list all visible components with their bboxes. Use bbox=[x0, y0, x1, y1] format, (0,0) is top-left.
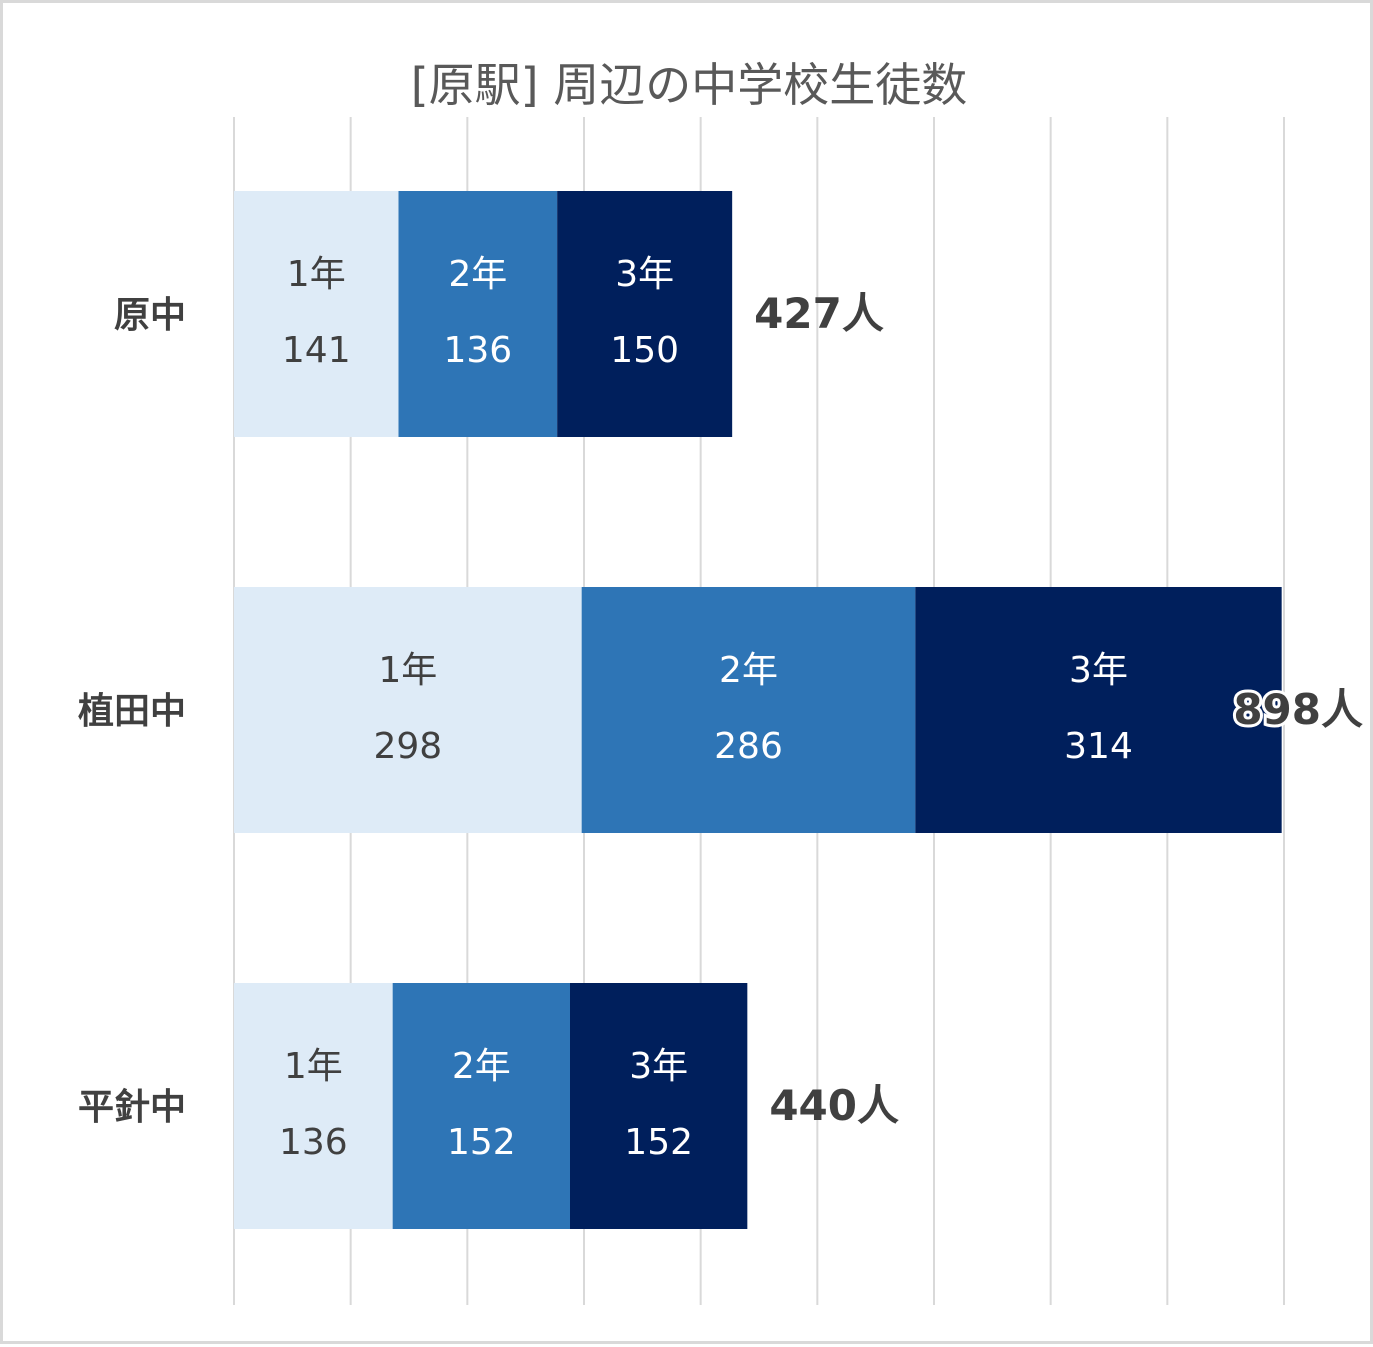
category-label-1: 植田中 bbox=[78, 691, 186, 732]
bar-segment-2-0 bbox=[234, 983, 393, 1229]
total-label-1: 898人 bbox=[1233, 685, 1363, 734]
segment-value-label-2-2: 152 bbox=[624, 1122, 693, 1163]
category-label-2: 平針中 bbox=[78, 1087, 186, 1128]
chart-title: [原駅] 周辺の中学校生徒数 bbox=[411, 58, 968, 112]
segment-series-label-0-0: 1年 bbox=[287, 254, 346, 295]
segment-value-label-1-2: 314 bbox=[1064, 726, 1133, 767]
segment-series-label-2-0: 1年 bbox=[284, 1046, 343, 1087]
segment-value-label-2-1: 152 bbox=[447, 1122, 516, 1163]
segment-series-label-1-1: 2年 bbox=[719, 650, 778, 691]
segment-series-label-1-0: 1年 bbox=[378, 650, 437, 691]
bar-segment-2-2 bbox=[570, 983, 748, 1229]
segment-series-label-0-2: 3年 bbox=[615, 254, 674, 295]
bar-segment-1-2 bbox=[915, 587, 1282, 833]
bars bbox=[234, 191, 1282, 1229]
bar-segment-2-1 bbox=[392, 983, 570, 1229]
bar-segment-0-1 bbox=[398, 191, 558, 437]
segment-value-label-2-0: 136 bbox=[279, 1122, 348, 1163]
segment-value-label-0-1: 136 bbox=[443, 330, 512, 371]
segment-value-label-0-0: 141 bbox=[282, 330, 351, 371]
bar-segment-0-2 bbox=[557, 191, 733, 437]
category-label-0: 原中 bbox=[114, 295, 186, 336]
total-label-0: 427人 bbox=[754, 289, 884, 338]
segment-series-label-2-1: 2年 bbox=[452, 1046, 511, 1087]
segment-series-label-0-1: 2年 bbox=[448, 254, 507, 295]
bar-segment-0-0 bbox=[234, 191, 399, 437]
bar-segment-1-1 bbox=[581, 587, 916, 833]
segment-value-label-0-2: 150 bbox=[610, 330, 679, 371]
segment-value-label-1-1: 286 bbox=[714, 726, 783, 767]
segment-series-label-1-2: 3年 bbox=[1069, 650, 1128, 691]
total-label-2: 440人 bbox=[769, 1081, 899, 1130]
segment-value-label-1-0: 298 bbox=[373, 726, 442, 767]
bar-segment-1-0 bbox=[234, 587, 582, 833]
segment-series-label-2-2: 3年 bbox=[629, 1046, 688, 1087]
